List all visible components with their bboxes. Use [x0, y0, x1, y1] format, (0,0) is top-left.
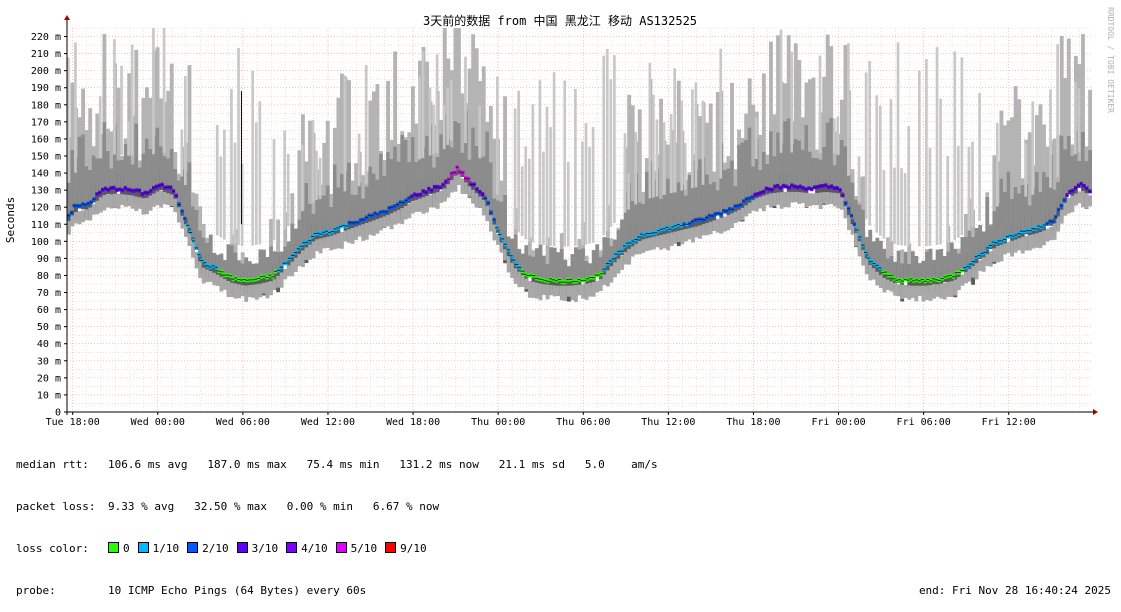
x-tick-label: Wed 06:00 — [216, 417, 270, 428]
x-tick-label: Wed 00:00 — [131, 417, 185, 428]
legend-probe: probe:10 ICMP Echo Pings (64 Bytes) ever… — [16, 584, 1111, 598]
chart-title: 3天前的数据 from 中国 黑龙江 移动 AS132525 — [423, 13, 697, 28]
legend: median rtt:106.6 ms avg 187.0 ms max 75.… — [16, 430, 1111, 612]
x-tick-label: Thu 00:00 — [471, 417, 525, 428]
loss-color-label: 3/10 — [252, 542, 279, 555]
y-tick-label: 80 m — [37, 271, 61, 282]
y-tick-label: 90 m — [37, 254, 61, 265]
y-tick-label: 180 m — [31, 100, 61, 111]
x-tick-label: Thu 06:00 — [556, 417, 610, 428]
y-tick-label: 20 m — [37, 373, 61, 384]
y-tick-label: 110 m — [31, 220, 61, 231]
loss-color-label: 9/10 — [400, 542, 427, 555]
y-tick-label: 10 m — [37, 390, 61, 401]
legend-median-rtt: median rtt:106.6 ms avg 187.0 ms max 75.… — [16, 458, 1111, 472]
y-tick-labels: 010 m20 m30 m40 m50 m60 m70 m80 m90 m100… — [31, 32, 67, 418]
y-tick-label: 50 m — [37, 322, 61, 333]
loss-color-label: 5/10 — [351, 542, 378, 555]
y-axis-arrow-icon — [64, 15, 70, 20]
end-timestamp: end: Fri Nov 28 16:40:24 2025 — [919, 584, 1111, 598]
loss-color-label: 1/10 — [153, 542, 180, 555]
latency-chart: 3天前的数据 from 中国 黑龙江 移动 AS132525 Seconds R… — [0, 0, 1121, 430]
x-tick-label: Fri 06:00 — [897, 417, 951, 428]
x-axis-arrow-icon — [1093, 409, 1098, 415]
y-axis-label: Seconds — [4, 197, 17, 243]
legend-packet-loss: packet loss:9.33 % avg 32.50 % max 0.00 … — [16, 500, 1111, 514]
y-tick-label: 190 m — [31, 83, 61, 94]
loss-color-swatch — [336, 542, 347, 553]
loss-color-swatch — [138, 542, 149, 553]
x-tick-label: Fri 00:00 — [811, 417, 865, 428]
y-tick-label: 200 m — [31, 66, 61, 77]
y-tick-label: 170 m — [31, 117, 61, 128]
rrdtool-watermark: RRDTOOL / TOBI OETIKER — [1106, 7, 1115, 113]
loss-color-label: 0 — [123, 542, 130, 555]
y-tick-label: 210 m — [31, 49, 61, 60]
loss-color-swatch — [385, 542, 396, 553]
x-tick-label: Tue 18:00 — [46, 417, 100, 428]
axes — [64, 15, 1098, 415]
y-tick-label: 220 m — [31, 32, 61, 43]
loss-color-swatch — [187, 542, 198, 553]
x-tick-label: Wed 18:00 — [386, 417, 440, 428]
loss-color-swatch — [237, 542, 248, 553]
y-tick-label: 160 m — [31, 134, 61, 145]
y-tick-label: 150 m — [31, 152, 61, 163]
y-tick-label: 120 m — [31, 203, 61, 214]
y-tick-label: 70 m — [37, 288, 61, 299]
smoke-spikes — [67, 28, 1080, 246]
x-tick-label: Wed 12:00 — [301, 417, 355, 428]
loss-color-swatch — [286, 542, 297, 553]
loss-color-label: 4/10 — [301, 542, 328, 555]
x-tick-label: Thu 18:00 — [726, 417, 780, 428]
y-tick-label: 40 m — [37, 339, 61, 350]
x-tick-label: Thu 12:00 — [641, 417, 695, 428]
y-tick-label: 140 m — [31, 169, 61, 180]
y-tick-label: 100 m — [31, 237, 61, 248]
x-tick-labels: Tue 18:00 Wed 00:00 Wed 06:00 Wed 12:00 Wed … — [46, 412, 1036, 428]
y-tick-label: 30 m — [37, 356, 61, 367]
x-tick-label: Fri 12:00 — [982, 417, 1036, 428]
loss-color-label: 2/10 — [202, 542, 229, 555]
loss-color-swatch — [108, 542, 119, 553]
y-tick-label: 130 m — [31, 186, 61, 197]
y-tick-label: 60 m — [37, 305, 61, 316]
